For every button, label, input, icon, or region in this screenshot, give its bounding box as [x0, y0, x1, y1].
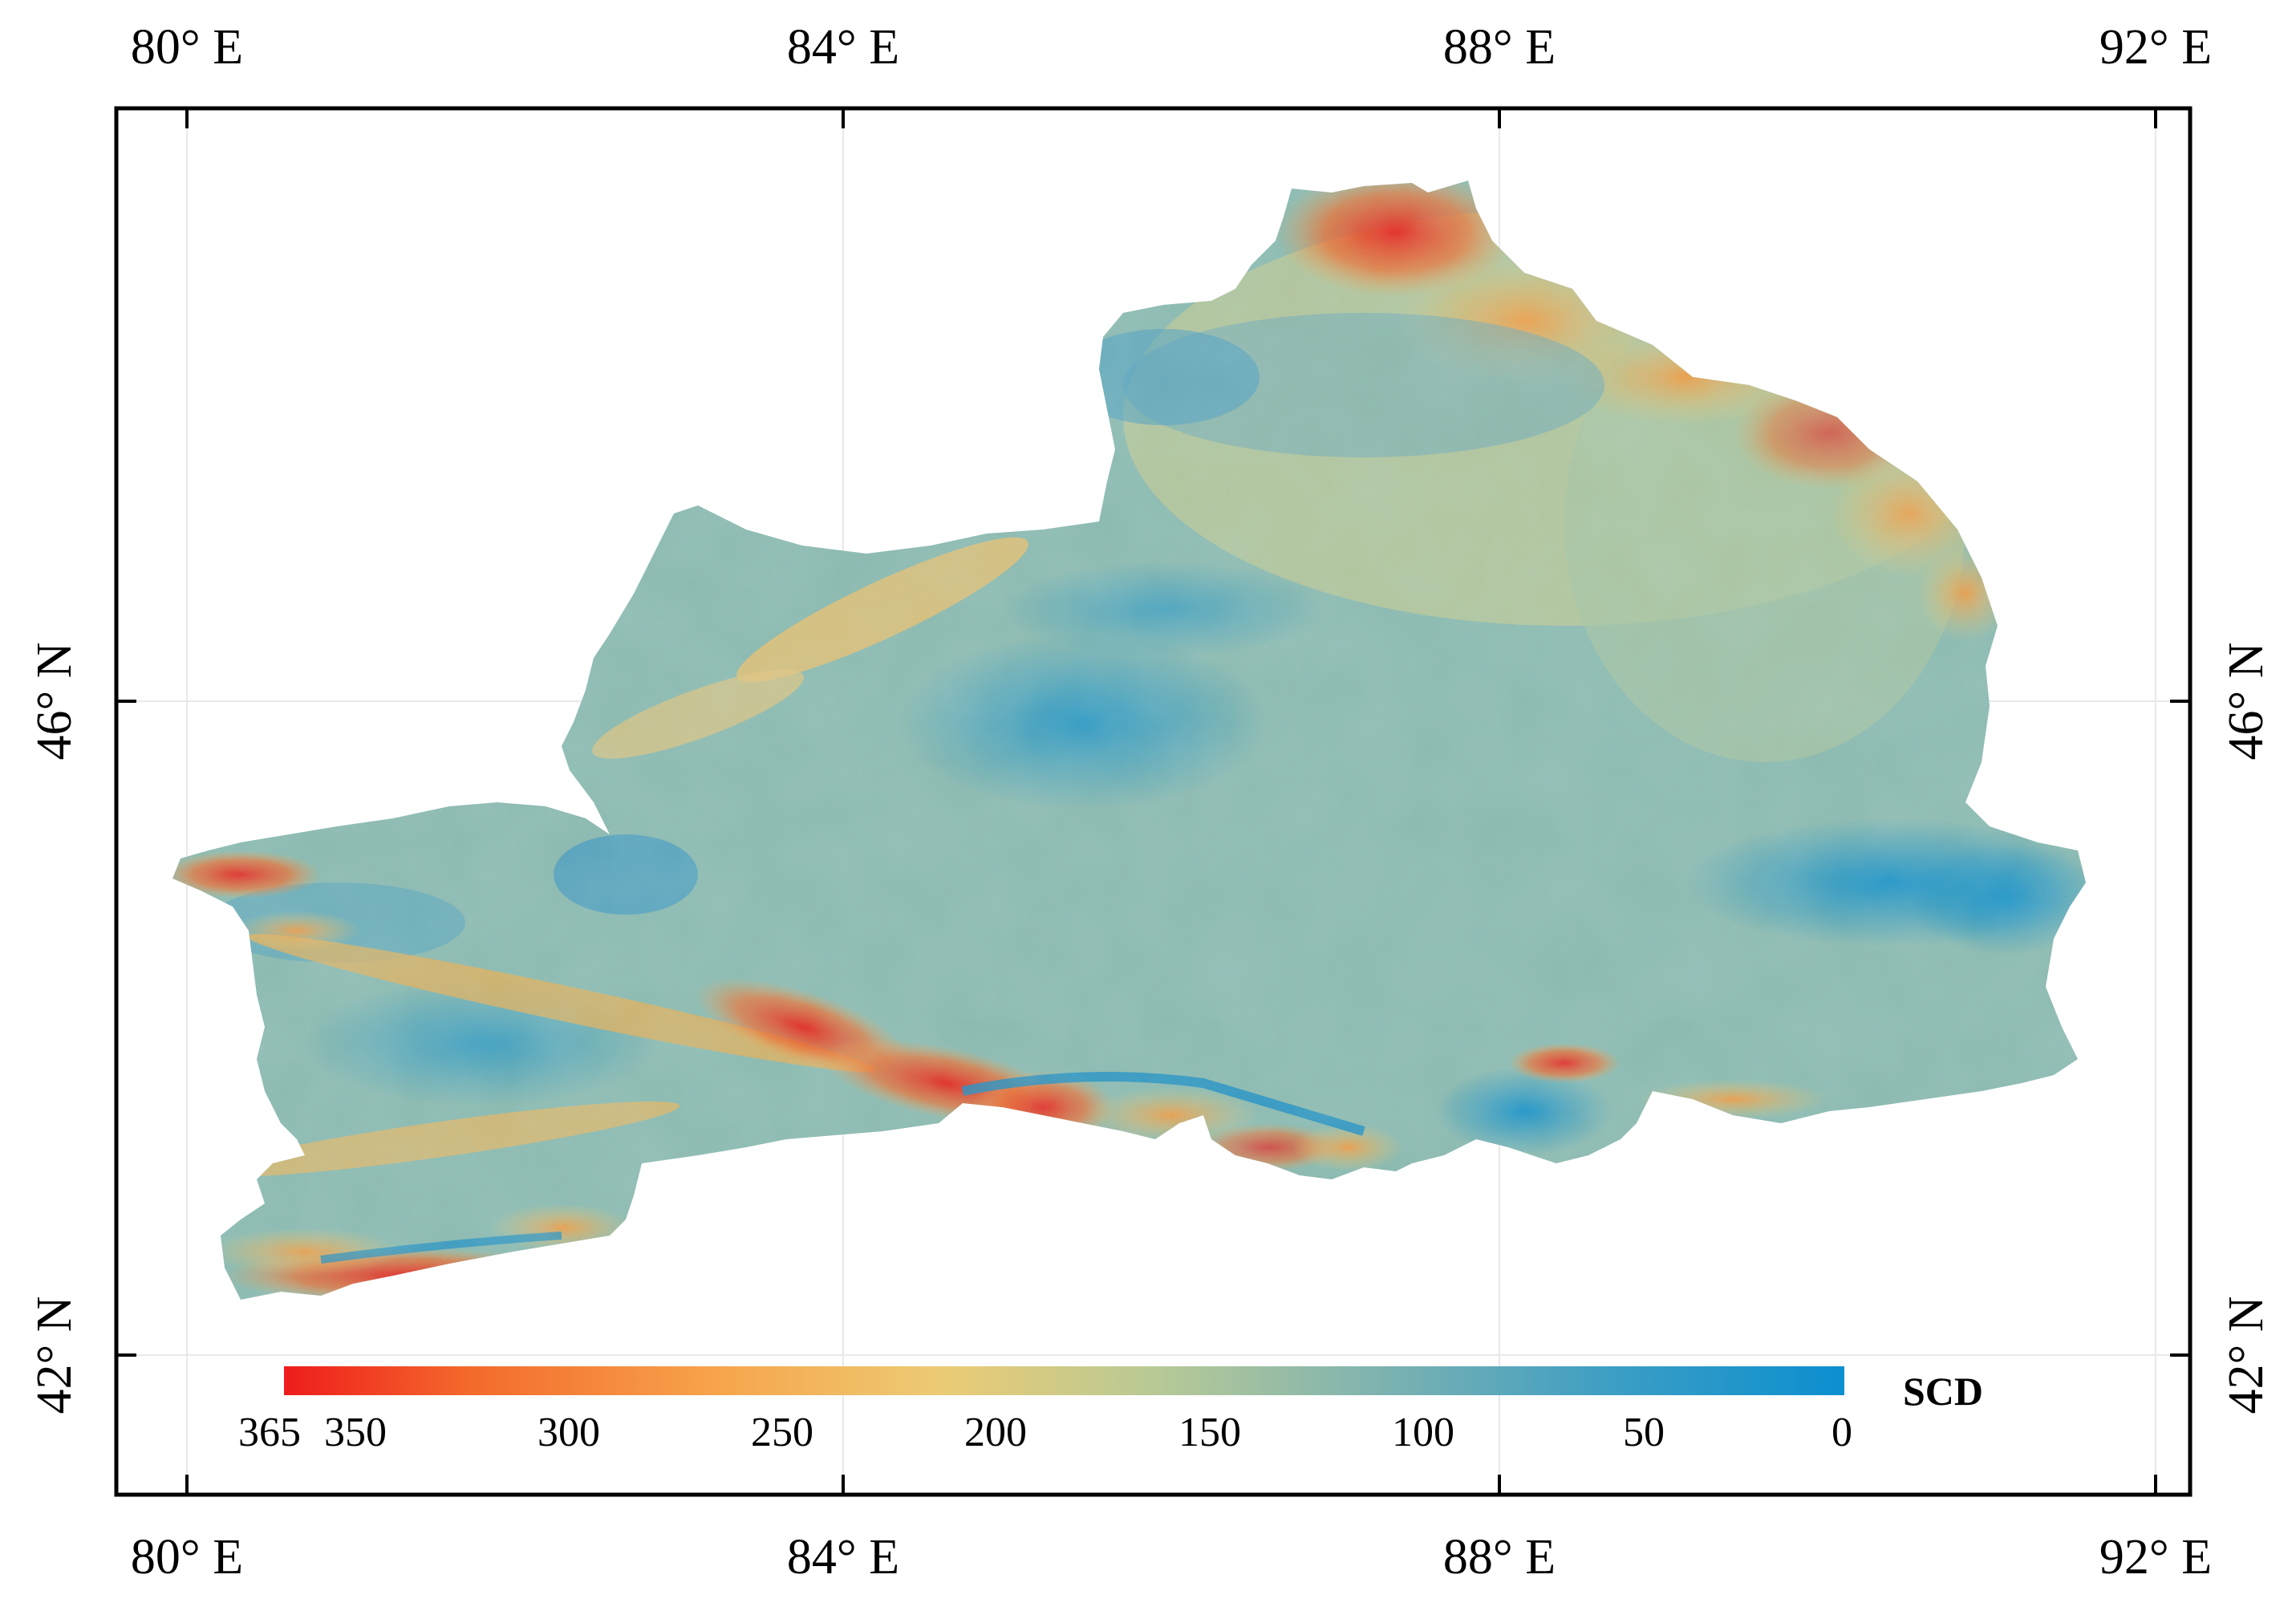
lon-label-top-92: 92° E: [2099, 20, 2213, 75]
legend-tick: 50: [1623, 1410, 1665, 1455]
lon-label-bottom-88: 88° E: [1442, 1530, 1556, 1585]
lon-label-bottom-92: 92° E: [2099, 1530, 2213, 1585]
lon-label-top-80: 80° E: [130, 20, 244, 75]
lat-label-right-46: 46° N: [2219, 642, 2274, 761]
legend-tick: 300: [537, 1410, 600, 1455]
legend-tick: 365: [238, 1410, 301, 1455]
legend-tick: 200: [964, 1410, 1027, 1455]
lat-label-right-42: 42° N: [2219, 1296, 2274, 1414]
legend-tick: 150: [1178, 1410, 1241, 1455]
legend-tick: 100: [1392, 1410, 1454, 1455]
lon-label-top-84: 84° E: [786, 20, 900, 75]
frame-ticks: [118, 110, 2189, 1493]
lon-label-bottom-84: 84° E: [786, 1530, 900, 1585]
legend-colorbar: [284, 1366, 1844, 1395]
legend-tick: 350: [324, 1410, 387, 1455]
legend-title: SCD: [1903, 1369, 1984, 1414]
legend-tick: 0: [1832, 1410, 1852, 1455]
legend-tick: 250: [751, 1410, 813, 1455]
lon-label-bottom-80: 80° E: [130, 1530, 244, 1585]
lon-label-top-88: 88° E: [1442, 20, 1556, 75]
lat-label-left-42: 42° N: [27, 1296, 82, 1414]
lat-label-left-46: 46° N: [27, 642, 82, 761]
